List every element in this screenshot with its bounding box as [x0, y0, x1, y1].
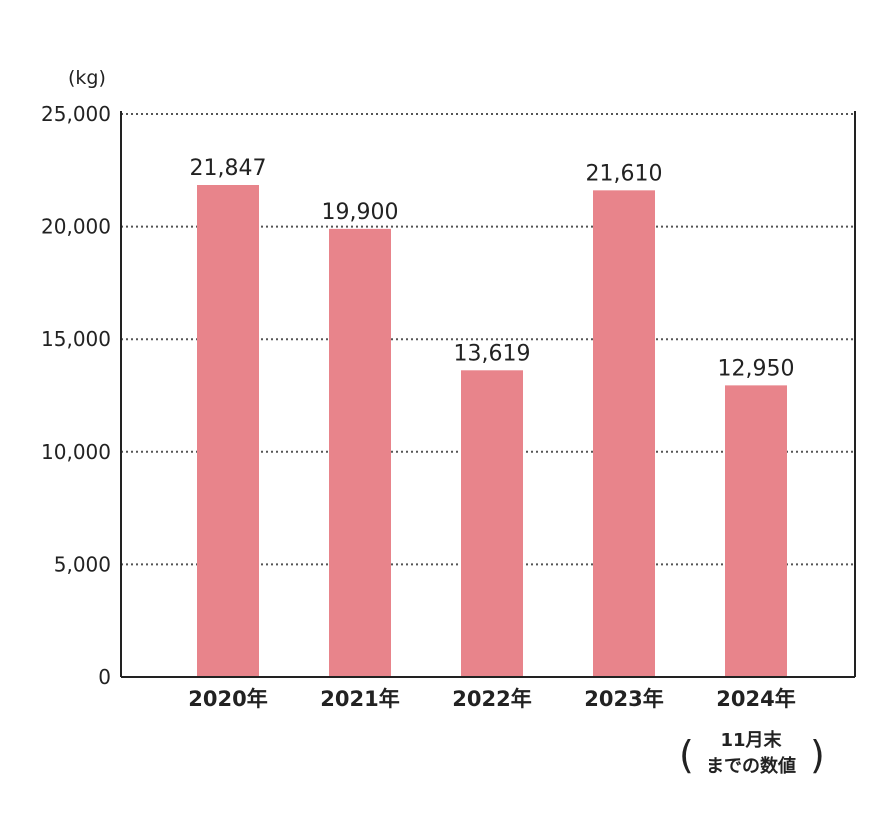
y-unit-label: (kg)	[68, 67, 106, 89]
y-tick-label: 0	[98, 665, 111, 689]
note-line-2: までの数値	[706, 755, 796, 777]
data-labels: 21,847 19,900 13,619 21,610 12,950	[190, 156, 795, 381]
data-label: 19,900	[322, 200, 399, 225]
bar	[593, 190, 655, 677]
note-line-1: 11月末	[720, 729, 782, 751]
x-tick-label: 2020年	[188, 687, 267, 711]
data-label: 13,619	[454, 341, 531, 366]
bars	[197, 185, 787, 678]
y-tick-label: 20,000	[41, 215, 111, 239]
data-label: 21,847	[190, 156, 267, 181]
footnote: ( ) 11月末 までの数値	[679, 729, 825, 777]
bar	[197, 185, 259, 677]
y-tick-label: 15,000	[41, 327, 111, 351]
y-axis-ticks: 0 5,000 10,000 15,000 20,000 25,000	[41, 102, 111, 689]
note-open-paren: (	[679, 733, 694, 777]
y-tick-label: 10,000	[41, 440, 111, 464]
note-close-paren: )	[810, 733, 825, 777]
bar	[329, 228, 391, 678]
y-tick-label: 25,000	[41, 102, 111, 126]
x-tick-label: 2023年	[584, 687, 663, 711]
data-label: 12,950	[718, 356, 795, 381]
bar	[461, 370, 523, 677]
data-label: 21,610	[586, 161, 663, 186]
x-tick-label: 2022年	[452, 687, 531, 711]
x-axis-labels: 2020年 2021年 2022年 2023年 2024年	[188, 687, 795, 711]
x-tick-label: 2024年	[716, 687, 795, 711]
x-tick-label: 2021年	[320, 687, 399, 711]
bar	[725, 385, 787, 677]
y-tick-label: 5,000	[54, 552, 111, 576]
axes	[120, 111, 856, 678]
